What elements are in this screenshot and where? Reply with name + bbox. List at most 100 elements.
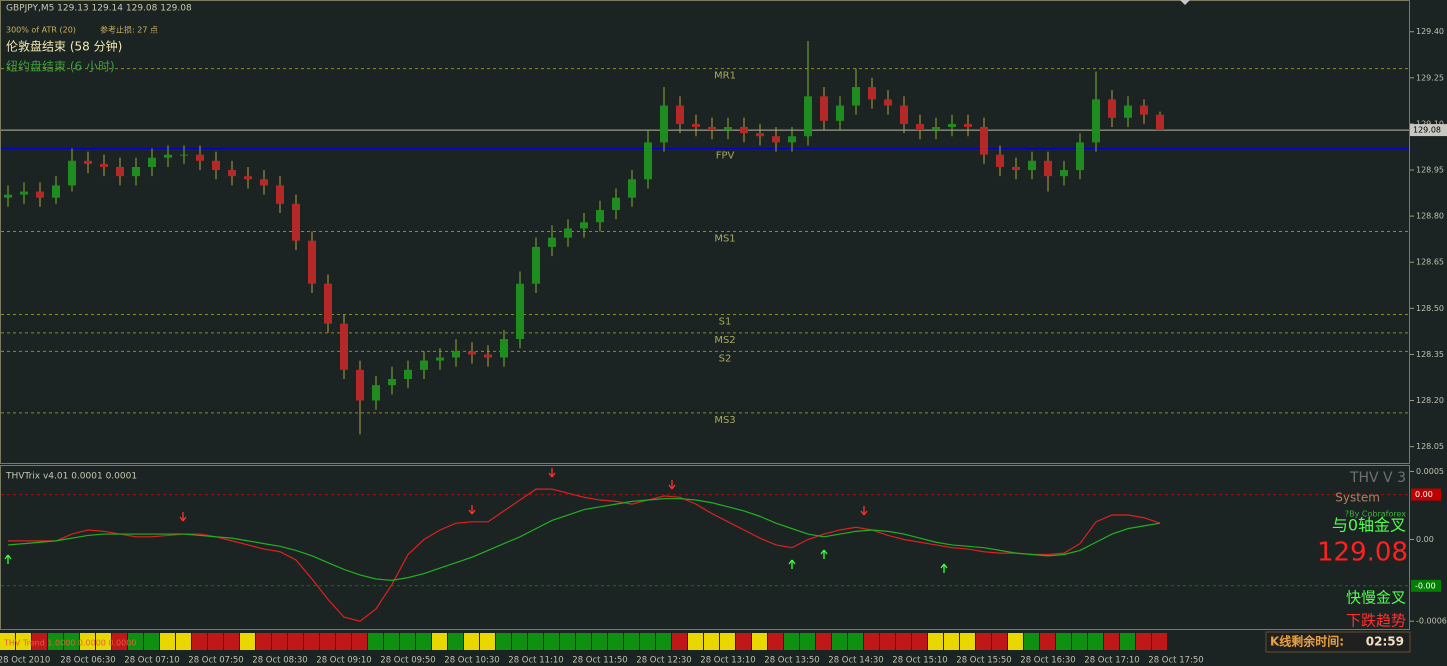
x-tick-label: 28 Oct 11:10	[508, 656, 563, 666]
candle-body	[692, 123, 700, 128]
buy-arrow	[4, 554, 12, 564]
x-tick-label: 28 Oct 17:10	[1084, 656, 1139, 666]
candle-body	[388, 379, 396, 386]
trend-block	[608, 633, 623, 650]
trend-block	[224, 633, 239, 650]
trend-block	[592, 633, 607, 650]
y-tick-label: 128.50	[1416, 304, 1444, 313]
candle-body	[1092, 99, 1100, 143]
candle-body	[1156, 114, 1164, 131]
candle-body	[260, 179, 268, 186]
trend-block	[576, 633, 591, 650]
candle-body	[644, 142, 652, 180]
candle-body	[132, 166, 140, 177]
candle-body	[516, 283, 524, 340]
candle-body	[468, 351, 476, 355]
x-tick-label: 28 Oct 16:30	[1020, 656, 1075, 666]
candle-body	[532, 246, 540, 284]
y-tick-label: 128.95	[1416, 166, 1444, 175]
y-tick-label: 128.65	[1416, 258, 1444, 267]
sell-arrow	[548, 468, 556, 478]
candle-body	[452, 351, 460, 358]
x-tick-label: 28 Oct 11:50	[572, 656, 627, 666]
trend-block	[864, 633, 879, 650]
candle-body	[1012, 166, 1020, 171]
annotation: 300% of ATR (20)	[6, 26, 76, 35]
trend-block	[400, 633, 415, 650]
indicator-line	[8, 488, 1161, 622]
candle-body	[308, 240, 316, 284]
candle-body	[964, 123, 972, 128]
candle-body	[564, 228, 572, 238]
trend-block	[672, 633, 687, 650]
trend-block	[432, 633, 447, 650]
trend-block	[352, 633, 367, 650]
trend-block	[496, 633, 511, 650]
sell-arrow	[468, 505, 476, 515]
candle-body	[148, 157, 156, 167]
candle-body	[788, 136, 796, 143]
buy-arrow	[788, 559, 796, 569]
trend-block	[544, 633, 559, 650]
countdown: 02:59	[1366, 635, 1404, 649]
trend-block	[912, 633, 927, 650]
candle-body	[548, 237, 556, 247]
candle-body	[596, 209, 604, 223]
candle-body	[916, 123, 924, 131]
candle-body	[1108, 99, 1116, 118]
trend-block	[736, 633, 751, 650]
trend-block	[832, 633, 847, 650]
annotation: 伦敦盘结束 (58 分钟)	[6, 39, 122, 54]
candle-body	[100, 163, 108, 167]
candle-body	[212, 160, 220, 171]
trend-block	[880, 633, 895, 650]
candle-body	[340, 323, 348, 370]
trend-block	[1008, 633, 1023, 650]
trend-block	[96, 633, 111, 650]
trend-block	[320, 633, 335, 650]
trend-block	[64, 633, 79, 650]
candle-body	[932, 127, 940, 131]
level-label: MS2	[714, 335, 735, 346]
trend-block	[464, 633, 479, 650]
trend-block	[992, 633, 1007, 650]
trend-block	[1024, 633, 1039, 650]
y-tick-label: 129.40	[1416, 27, 1444, 36]
level-label: -0.00	[1415, 581, 1436, 590]
candle-body	[948, 123, 956, 128]
y-tick-label: 0.00	[1416, 535, 1434, 544]
trend-block	[1152, 633, 1167, 650]
candle-body	[244, 176, 252, 180]
candle-body	[20, 191, 28, 195]
trend-block	[32, 633, 47, 650]
candle-body	[228, 170, 236, 177]
candle-body	[580, 222, 588, 229]
trend-block	[1088, 633, 1103, 650]
candle-body	[420, 360, 428, 370]
trend-block	[192, 633, 207, 650]
main-title: GBPJPY,M5 129.13 129.14 129.08 129.08	[6, 4, 192, 14]
indicator-line	[7, 498, 1161, 581]
countdown-label: K线剩余时间:	[1270, 634, 1344, 649]
oscillator-pane-border	[0, 465, 1410, 630]
trend-block	[336, 633, 351, 650]
candle-body	[884, 99, 892, 106]
x-tick-label: 28 Oct 07:50	[188, 656, 243, 666]
y-tick-label: 0.0005	[1416, 467, 1444, 476]
trend-block	[304, 633, 319, 650]
candle-body	[68, 160, 76, 186]
candle-body	[996, 154, 1004, 167]
candle-body	[4, 194, 12, 198]
trend-block	[848, 633, 863, 650]
annotation: 纽约盘结束 (6 小时)	[6, 59, 115, 74]
y-tick-label: 128.35	[1416, 350, 1444, 359]
sell-arrow	[668, 480, 676, 490]
annotation: 参考止损: 27 点	[100, 25, 158, 35]
price-readout: 129.08	[1317, 538, 1408, 568]
candle-body	[404, 369, 412, 380]
candle-body	[820, 96, 828, 121]
x-tick-label: 28 Oct 06:30	[60, 656, 115, 666]
candle-body	[1044, 160, 1052, 177]
oscillator-title: THVTrix v4.01 0.0001 0.0001	[5, 472, 137, 482]
y-tick-label: 129.10	[1416, 119, 1444, 128]
